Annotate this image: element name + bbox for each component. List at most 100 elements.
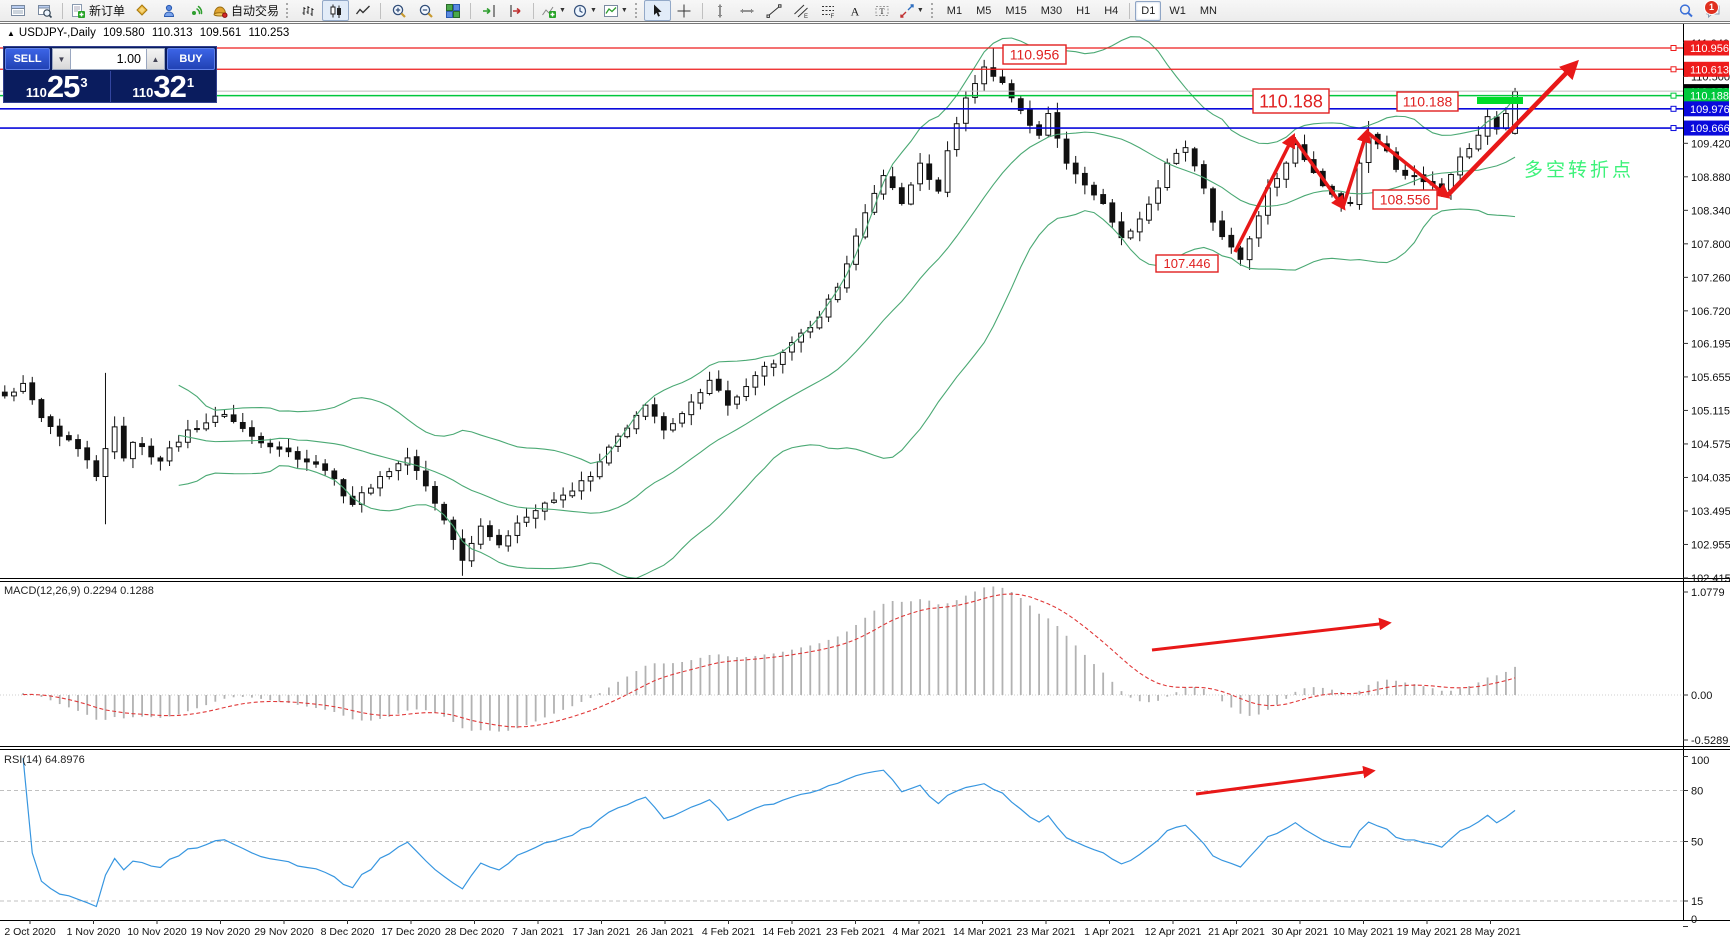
toolbar-grip[interactable] [286, 3, 291, 18]
autotrade-icon[interactable]: 自动交易 [209, 0, 282, 21]
timeframe-m5-button[interactable]: M5 [976, 4, 992, 17]
timeframe-m30-button[interactable]: M30 [1040, 4, 1063, 17]
text-label-icon[interactable]: T [869, 0, 896, 21]
new-chart-icon[interactable] [4, 0, 31, 21]
notification-badge[interactable]: 1 [1704, 0, 1719, 15]
svg-text:110.613: 110.613 [1690, 64, 1729, 76]
signals-icon[interactable] [182, 0, 209, 21]
price-annotation-box[interactable]: 110.956 [1002, 44, 1067, 65]
rsi-scale-label: 100 [1691, 755, 1709, 767]
chart-shift-icon[interactable] [502, 0, 529, 21]
auto-scroll-icon [481, 3, 497, 19]
date-tick-label: 30 Apr 2021 [1272, 926, 1329, 938]
bollinger-middle-band [178, 131, 1516, 514]
date-tick-label: 29 Nov 2020 [254, 926, 314, 938]
auto-scroll-icon[interactable] [475, 0, 502, 21]
zoom-in-icon[interactable] [385, 0, 412, 21]
price-tick-label: 108.880 [1691, 172, 1730, 184]
timeframe-h1-button[interactable]: H1 [1076, 4, 1091, 17]
trend-zigzag-arrow[interactable] [1445, 59, 1579, 198]
macd-trend-arrow[interactable] [1151, 617, 1392, 652]
market-watch-icon[interactable] [155, 0, 182, 21]
vertical-line-icon[interactable] [707, 0, 734, 21]
periods-icon-dropdown-icon[interactable]: ▼ [589, 7, 597, 14]
profiles-icon[interactable] [31, 0, 58, 21]
volume-increase-button[interactable]: ▲ [146, 48, 165, 70]
svg-text:A: A [851, 4, 860, 18]
crosshair-icon[interactable] [671, 0, 698, 21]
indicators-icon[interactable]: ▼ [538, 0, 569, 21]
price-tick-label: 102.955 [1691, 539, 1730, 551]
line-handle-icon[interactable] [1670, 92, 1677, 99]
candlestick-chart-icon[interactable] [322, 0, 350, 21]
templates-icon-dropdown-icon[interactable]: ▼ [620, 7, 628, 14]
date-tick-label: 2 Oct 2020 [4, 926, 56, 938]
price-annotation-box[interactable]: 110.188 [1396, 91, 1459, 112]
bollinger-upper-band [178, 36, 1516, 464]
market-watch-icon [161, 3, 177, 19]
trend-zigzag-arrow[interactable] [1233, 133, 1295, 253]
buy-button[interactable]: BUY [167, 48, 215, 70]
price-annotation-box[interactable]: 107.446 [1155, 254, 1219, 273]
text-icon[interactable]: A [842, 0, 869, 21]
zoom-in-icon [391, 3, 407, 19]
sell-price[interactable]: 110 25 3 [4, 71, 110, 102]
toolbar-group-trade: 新订单 自动交易 [67, 0, 282, 22]
svg-text:109.666: 109.666 [1690, 123, 1730, 135]
line-handle-icon[interactable] [1670, 125, 1677, 132]
time-axis[interactable] [0, 920, 1683, 942]
buy-price[interactable]: 110 32 1 [109, 71, 217, 102]
ohlc-low: 109.561 [199, 27, 242, 39]
sell-button[interactable]: SELL [5, 48, 50, 70]
zoom-out-icon[interactable] [412, 0, 439, 21]
green-highlight-bar[interactable] [1477, 97, 1523, 104]
line-handle-icon[interactable] [1670, 45, 1677, 51]
periods-icon[interactable]: ▼ [569, 0, 600, 21]
tile-windows-icon[interactable] [439, 0, 466, 21]
line-handle-icon[interactable] [1670, 66, 1677, 73]
cursor-icon[interactable] [643, 0, 671, 21]
broker-tool-icon[interactable] [128, 0, 155, 21]
bar-chart-icon[interactable] [295, 0, 322, 21]
timeframe-m1-button[interactable]: M1 [946, 4, 963, 17]
price-tick-label: 106.195 [1691, 338, 1730, 350]
line-handle-icon[interactable] [1670, 105, 1677, 112]
price-tick-label: 107.260 [1691, 272, 1730, 284]
trend-zigzag-arrow[interactable] [1365, 130, 1451, 199]
main-toolbar: 新订单 自动交易 ▼ ▼ ▼ E F A T ▼ M1 M5 M15 M30 H1 H4 D1 W1 MN 1 [0, 0, 1730, 22]
search-icon[interactable] [1672, 0, 1699, 21]
trend-zigzag-arrow[interactable] [1291, 135, 1346, 211]
rsi-trend-arrow[interactable] [1195, 765, 1376, 796]
chart-shift-icon [508, 3, 524, 19]
arrows-icon-dropdown-icon[interactable]: ▼ [916, 7, 924, 14]
volume-decrease-button[interactable]: ▼ [52, 48, 71, 70]
templates-icon [603, 3, 619, 19]
arrows-icon[interactable]: ▼ [896, 0, 927, 21]
indicators-icon-dropdown-icon[interactable]: ▼ [559, 7, 566, 14]
svg-text:E: E [804, 14, 808, 19]
templates-icon[interactable]: ▼ [600, 0, 631, 21]
macd-indicator-label: MACD(12,26,9) 0.2294 0.1288 [4, 585, 154, 597]
new-order-icon[interactable]: 新订单 [67, 0, 128, 21]
toolbar-grip[interactable] [634, 3, 640, 18]
price-tick-label: 109.420 [1691, 138, 1730, 150]
collapse-panel-icon[interactable]: ▲ [7, 29, 15, 38]
horizontal-line-icon[interactable] [734, 0, 761, 21]
line-chart-icon[interactable] [349, 0, 376, 21]
toolbar-grip[interactable] [930, 3, 936, 18]
trend-zigzag-arrow[interactable] [1341, 127, 1371, 208]
timeframe-h4-button[interactable]: H4 [1104, 4, 1119, 17]
rsi-scale-label: 15 [1691, 896, 1703, 908]
timeframe-d1-button[interactable]: D1 [1135, 0, 1162, 21]
timeframe-m15-button[interactable]: M15 [1005, 4, 1027, 17]
timeframe-mn-button[interactable]: MN [1199, 4, 1217, 17]
fibonacci-icon[interactable]: F [815, 0, 842, 21]
timeframe-w1-button[interactable]: W1 [1169, 4, 1186, 17]
cn-annotation-text[interactable]: 多空转折点 [1524, 159, 1634, 181]
trendline-icon[interactable] [761, 0, 788, 21]
price-annotation-box[interactable]: 110.188 [1252, 88, 1330, 114]
price-annotation-box[interactable]: 108.556 [1372, 189, 1438, 210]
volume-input[interactable]: 1.00 [71, 48, 146, 70]
equidistant-channel-icon[interactable]: E [788, 0, 815, 21]
